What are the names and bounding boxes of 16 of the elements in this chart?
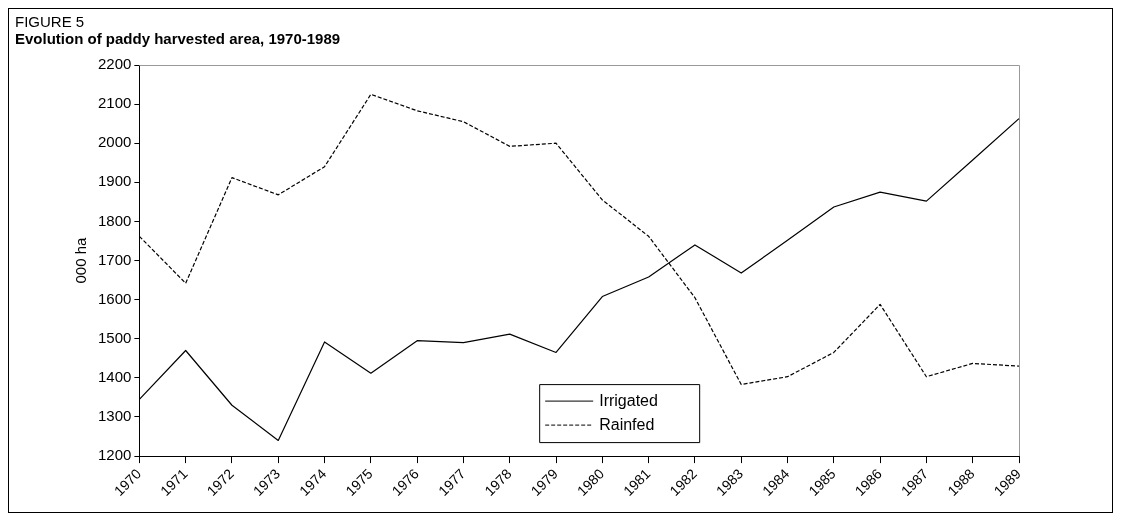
y-tick-label: 1900 <box>97 172 132 190</box>
y-tick-label: 2000 <box>97 133 132 151</box>
chart-subtitle: Evolution of paddy harvested area, 1970-1989 <box>15 30 342 47</box>
y-tick-label: 1400 <box>97 368 132 386</box>
y-tick-label: 1300 <box>97 407 132 425</box>
y-tick-label: 1200 <box>97 446 132 464</box>
y-tick-label: 1800 <box>97 211 132 229</box>
chart-title: FIGURE 5 <box>15 13 86 30</box>
y-axis-title: 000 ha <box>72 236 90 284</box>
legend-label: Rainfed <box>599 415 655 433</box>
y-tick-label: 2200 <box>97 55 132 73</box>
y-tick-label: 1500 <box>97 328 132 346</box>
legend-label: Irrigated <box>599 391 658 409</box>
y-tick-label: 2100 <box>97 94 132 112</box>
y-tick-label: 1600 <box>97 289 132 307</box>
y-tick-label: 1700 <box>97 250 132 268</box>
